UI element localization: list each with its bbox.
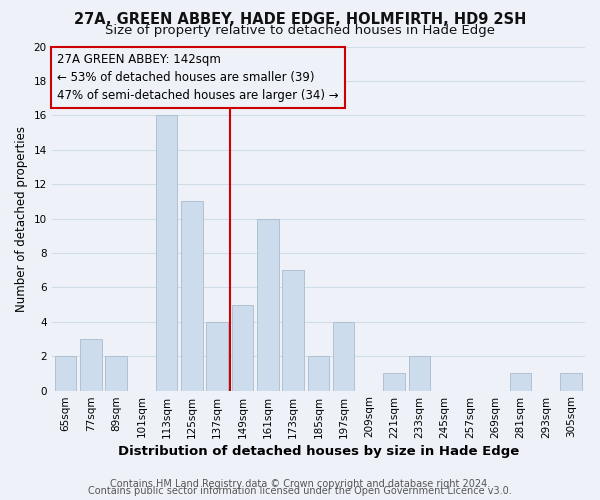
X-axis label: Distribution of detached houses by size in Hade Edge: Distribution of detached houses by size … bbox=[118, 444, 519, 458]
Bar bbox=[232, 304, 253, 390]
Bar bbox=[409, 356, 430, 390]
Y-axis label: Number of detached properties: Number of detached properties bbox=[15, 126, 28, 312]
Bar bbox=[55, 356, 76, 390]
Bar bbox=[383, 374, 405, 390]
Bar bbox=[510, 374, 531, 390]
Text: Contains public sector information licensed under the Open Government Licence v3: Contains public sector information licen… bbox=[88, 486, 512, 496]
Bar bbox=[257, 218, 278, 390]
Bar bbox=[308, 356, 329, 390]
Bar bbox=[560, 374, 582, 390]
Text: 27A GREEN ABBEY: 142sqm
← 53% of detached houses are smaller (39)
47% of semi-de: 27A GREEN ABBEY: 142sqm ← 53% of detache… bbox=[57, 54, 338, 102]
Bar bbox=[106, 356, 127, 390]
Bar bbox=[80, 339, 101, 390]
Bar bbox=[156, 116, 178, 390]
Bar bbox=[333, 322, 355, 390]
Bar bbox=[283, 270, 304, 390]
Text: 27A, GREEN ABBEY, HADE EDGE, HOLMFIRTH, HD9 2SH: 27A, GREEN ABBEY, HADE EDGE, HOLMFIRTH, … bbox=[74, 12, 526, 28]
Text: Contains HM Land Registry data © Crown copyright and database right 2024.: Contains HM Land Registry data © Crown c… bbox=[110, 479, 490, 489]
Bar bbox=[181, 202, 203, 390]
Bar bbox=[206, 322, 228, 390]
Text: Size of property relative to detached houses in Hade Edge: Size of property relative to detached ho… bbox=[105, 24, 495, 37]
